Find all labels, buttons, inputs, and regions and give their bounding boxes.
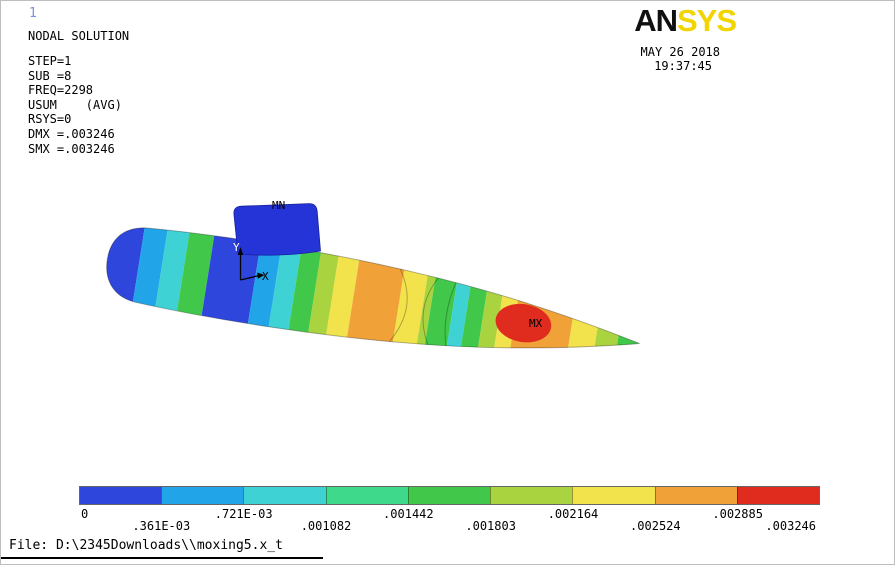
legend-segment bbox=[490, 487, 573, 504]
legend-segment bbox=[325, 487, 408, 504]
contour-band bbox=[458, 268, 491, 367]
triad-x-label: X bbox=[262, 270, 269, 283]
legend-tick-label: .001803 bbox=[465, 519, 516, 533]
contour-band bbox=[267, 238, 303, 337]
contour-band bbox=[444, 266, 474, 364]
legend-tick-label: .721E-03 bbox=[214, 507, 273, 521]
contour-edge-lines bbox=[388, 268, 458, 350]
max-displacement-spot bbox=[495, 303, 552, 343]
contour-band bbox=[131, 219, 170, 316]
legend-segment bbox=[736, 487, 819, 504]
ansys-logo: ANSYS bbox=[634, 3, 737, 38]
contour-band bbox=[287, 241, 323, 340]
max-node-label: MX bbox=[529, 317, 543, 330]
time-label: 19:37:45 bbox=[654, 59, 712, 73]
submarine-sail bbox=[233, 203, 321, 256]
legend-tick-label: .002524 bbox=[630, 519, 681, 533]
legend-segment bbox=[161, 487, 244, 504]
legend-tick-label: .003246 bbox=[765, 519, 816, 533]
contour-band bbox=[475, 271, 506, 369]
contour-band bbox=[391, 257, 430, 357]
info-line-smx: SMX =.003246 bbox=[28, 141, 115, 156]
result-title: NODAL SOLUTION bbox=[28, 29, 130, 43]
legend-tick-label: .001442 bbox=[383, 507, 434, 521]
min-node-label: MN bbox=[272, 199, 285, 212]
plot-number: 1 bbox=[29, 6, 37, 21]
info-line-freq: FREQ=2298 bbox=[28, 83, 94, 98]
legend-tick-label: .001082 bbox=[300, 519, 352, 533]
info-line-dmx: DMX =.003246 bbox=[28, 126, 115, 141]
solution-info-block: STEP=1 SUB =8 FREQ=2298 USUM (AVG) RSYS=… bbox=[28, 54, 122, 156]
contour-band bbox=[154, 220, 191, 319]
info-line-sub: SUB =8 bbox=[28, 68, 72, 83]
legend-segment bbox=[572, 487, 655, 504]
contour-band bbox=[345, 250, 407, 353]
contour-legend: 0 .361E-03 .721E-03 .001082 .001442 .001803 .0… bbox=[79, 486, 820, 534]
legend-segment bbox=[80, 487, 162, 504]
info-line-usum: USUM (AVG) bbox=[28, 97, 122, 112]
coordinate-triad: Y X bbox=[233, 241, 269, 283]
ansys-logo-sys: SYS bbox=[676, 3, 737, 38]
contour-band bbox=[324, 247, 361, 346]
hull-contour-bands bbox=[100, 219, 646, 385]
legend-segment bbox=[243, 487, 326, 504]
legend-tick-label: 0 bbox=[81, 507, 89, 521]
date-label: MAY 26 2018 bbox=[640, 45, 720, 59]
submarine-hull bbox=[100, 218, 647, 386]
status-divider bbox=[1, 557, 323, 559]
legend-tick-label: .002164 bbox=[547, 507, 599, 521]
file-path-label: File: D:\2345Downloads\\moxing5.x_t bbox=[9, 538, 283, 553]
info-line-rsys: RSYS=0 bbox=[28, 112, 72, 127]
contour-band bbox=[307, 244, 340, 343]
contour-band bbox=[175, 223, 216, 323]
info-line-step: STEP=1 bbox=[28, 54, 72, 68]
contour-band bbox=[422, 262, 460, 362]
legend-segment bbox=[654, 487, 737, 504]
triad-y-label: Y bbox=[233, 241, 240, 254]
contour-band bbox=[246, 235, 283, 334]
legend-tick-label: .361E-03 bbox=[132, 519, 191, 533]
legend-segment bbox=[407, 487, 491, 504]
legend-bar bbox=[79, 486, 820, 505]
ansys-logo-an: AN bbox=[634, 3, 678, 38]
legend-tick-label: .002885 bbox=[712, 507, 763, 521]
contour-band bbox=[414, 261, 438, 358]
